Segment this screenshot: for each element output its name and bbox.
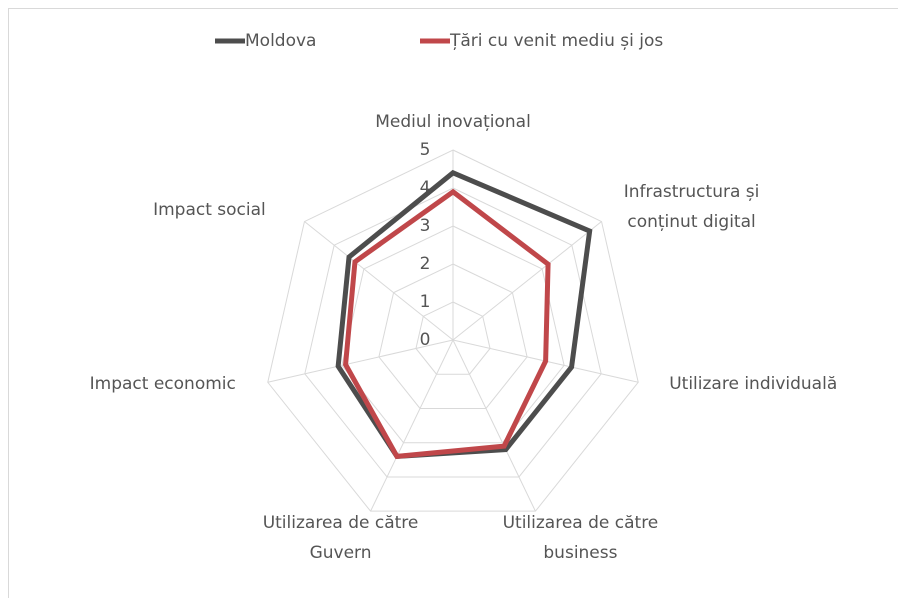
legend-label: Țări cu venit mediu și jos [449,31,663,51]
r-tick-label: 3 [420,216,431,236]
category-label: Infrastructura și conținut digital [623,181,760,232]
r-tick-label: 1 [420,292,431,312]
series-line [343,188,551,460]
r-tick-label: 0 [420,330,431,350]
grid-ring [304,187,602,478]
category-label: Mediul inovațional [375,112,531,132]
spoke [267,339,454,383]
category-label: Utilizare individuală [669,374,838,395]
spoke [452,339,536,512]
frame [8,8,898,598]
category-label: Impact social [153,199,266,220]
r-tick-label: 2 [420,254,431,274]
grid-ring [415,301,491,375]
category-label: Utilizarea de către business [502,513,659,564]
r-tick-label: 5 [420,140,431,160]
spoke [370,339,454,512]
category-label: Impact economic [89,374,236,395]
r-tick-label: 4 [420,178,431,198]
grid-ring [378,263,528,409]
grid-ring [267,149,639,512]
category-label: Utilizarea de către Guvern [262,513,419,564]
spoke [304,221,454,341]
legend-label: Moldova [245,31,316,51]
spoke [452,221,602,341]
